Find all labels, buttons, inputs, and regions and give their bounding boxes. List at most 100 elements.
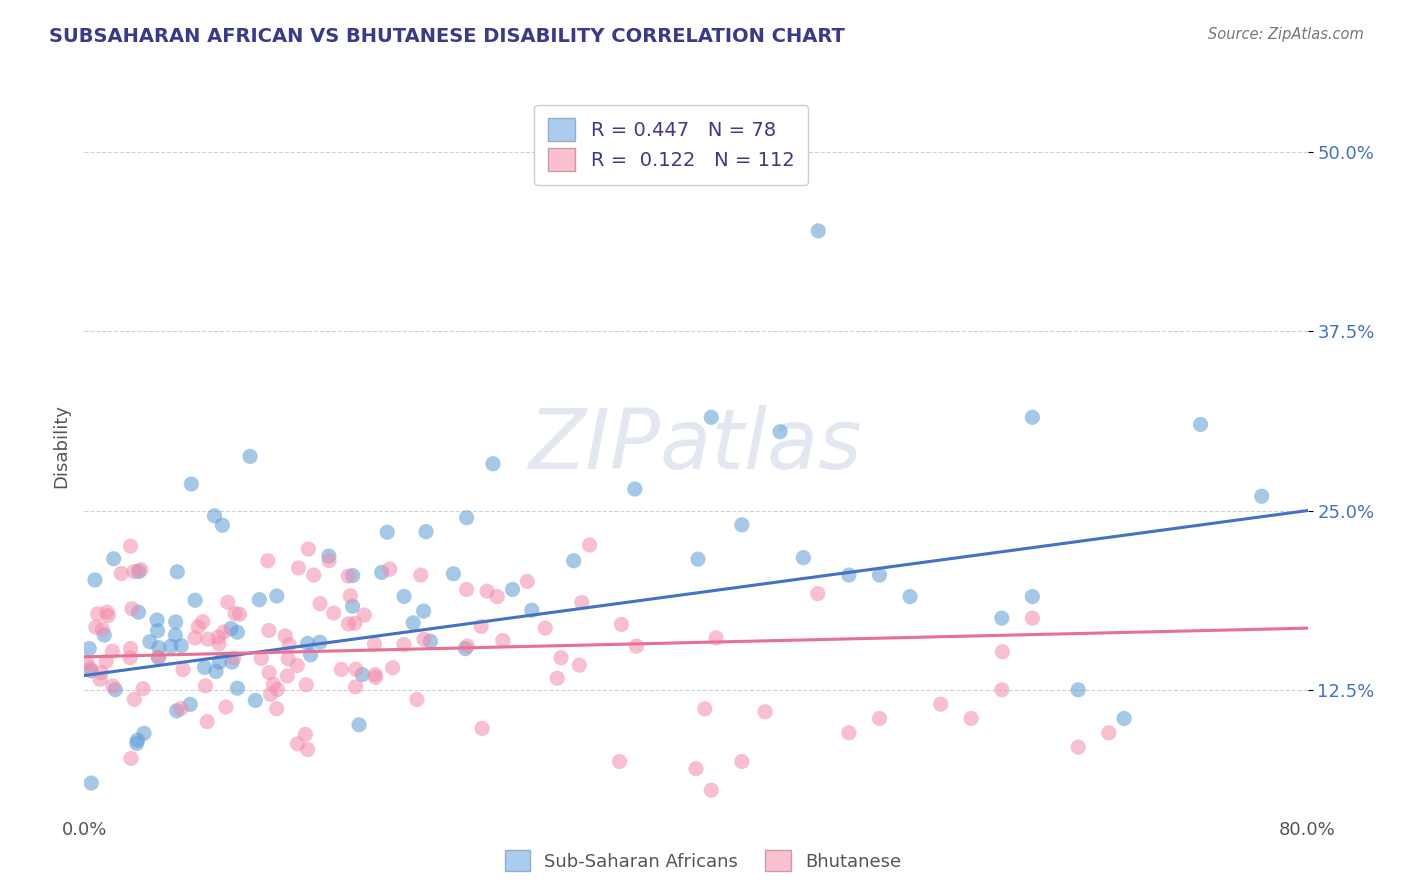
Point [128, 565, 150, 579]
Point [392, 638, 415, 652]
Point [121, 601, 143, 615]
Point [287, 561, 309, 575]
Point [208, 655, 231, 669]
Point [568, 658, 591, 673]
Point [165, 628, 187, 642]
Point [80, 664, 103, 678]
Point [546, 671, 568, 685]
Point [132, 726, 155, 740]
Point [278, 638, 301, 652]
Point [409, 568, 432, 582]
Point [363, 637, 385, 651]
Point [339, 589, 361, 603]
Legend: Sub-Saharan Africans, Bhutanese: Sub-Saharan Africans, Bhutanese [498, 843, 908, 879]
Point [217, 595, 239, 609]
Point [89, 673, 111, 687]
Point [172, 663, 194, 677]
Point [454, 641, 477, 656]
Point [132, 681, 155, 696]
Point [792, 550, 814, 565]
Point [245, 693, 267, 707]
Point [128, 605, 150, 619]
Point [226, 681, 249, 696]
Point [731, 755, 754, 769]
Point [550, 650, 572, 665]
Point [226, 625, 249, 640]
Point [122, 565, 145, 579]
Point [754, 705, 776, 719]
Point [247, 592, 270, 607]
Point [125, 736, 148, 750]
Point [257, 554, 280, 568]
Point [120, 751, 142, 765]
Point [378, 562, 401, 576]
Point [266, 589, 288, 603]
Point [700, 783, 723, 797]
Point [991, 682, 1014, 697]
Point [347, 718, 370, 732]
Point [502, 582, 524, 597]
Point [516, 574, 538, 589]
Point [212, 624, 235, 639]
Point [318, 554, 340, 568]
Point [165, 615, 187, 629]
Point [898, 590, 921, 604]
Point [578, 538, 600, 552]
Point [180, 477, 202, 491]
Point [187, 620, 209, 634]
Point [1098, 726, 1121, 740]
Point [197, 632, 219, 647]
Point [337, 616, 360, 631]
Point [807, 587, 830, 601]
Point [195, 714, 218, 729]
Point [101, 644, 124, 658]
Point [342, 599, 364, 614]
Point [148, 649, 170, 664]
Point [1067, 740, 1090, 755]
Point [170, 701, 193, 715]
Point [184, 631, 207, 645]
Point [869, 711, 891, 725]
Point [419, 634, 441, 648]
Point [257, 624, 280, 638]
Point [302, 568, 325, 582]
Point [266, 682, 288, 697]
Point [486, 590, 509, 604]
Point [441, 566, 464, 581]
Point [266, 702, 288, 716]
Point [120, 539, 142, 553]
Point [129, 563, 152, 577]
Point [104, 682, 127, 697]
Point [93, 628, 115, 642]
Point [77, 641, 100, 656]
Point [392, 590, 415, 604]
Point [1067, 682, 1090, 697]
Point [1250, 489, 1272, 503]
Point [693, 702, 716, 716]
Point [413, 632, 436, 647]
Point [470, 619, 492, 633]
Point [704, 631, 727, 645]
Point [869, 568, 891, 582]
Point [492, 633, 515, 648]
Point [146, 624, 169, 638]
Point [295, 678, 318, 692]
Point [194, 660, 217, 674]
Point [166, 704, 188, 718]
Point [297, 636, 319, 650]
Point [330, 663, 353, 677]
Point [960, 711, 983, 725]
Point [456, 639, 478, 653]
Point [1021, 590, 1043, 604]
Point [285, 658, 308, 673]
Point [179, 698, 201, 712]
Point [337, 569, 360, 583]
Point [309, 635, 332, 649]
Point [103, 551, 125, 566]
Point [322, 606, 344, 620]
Point [1189, 417, 1212, 432]
Point [343, 616, 366, 631]
Point [80, 776, 103, 790]
Point [520, 603, 543, 617]
Point [274, 629, 297, 643]
